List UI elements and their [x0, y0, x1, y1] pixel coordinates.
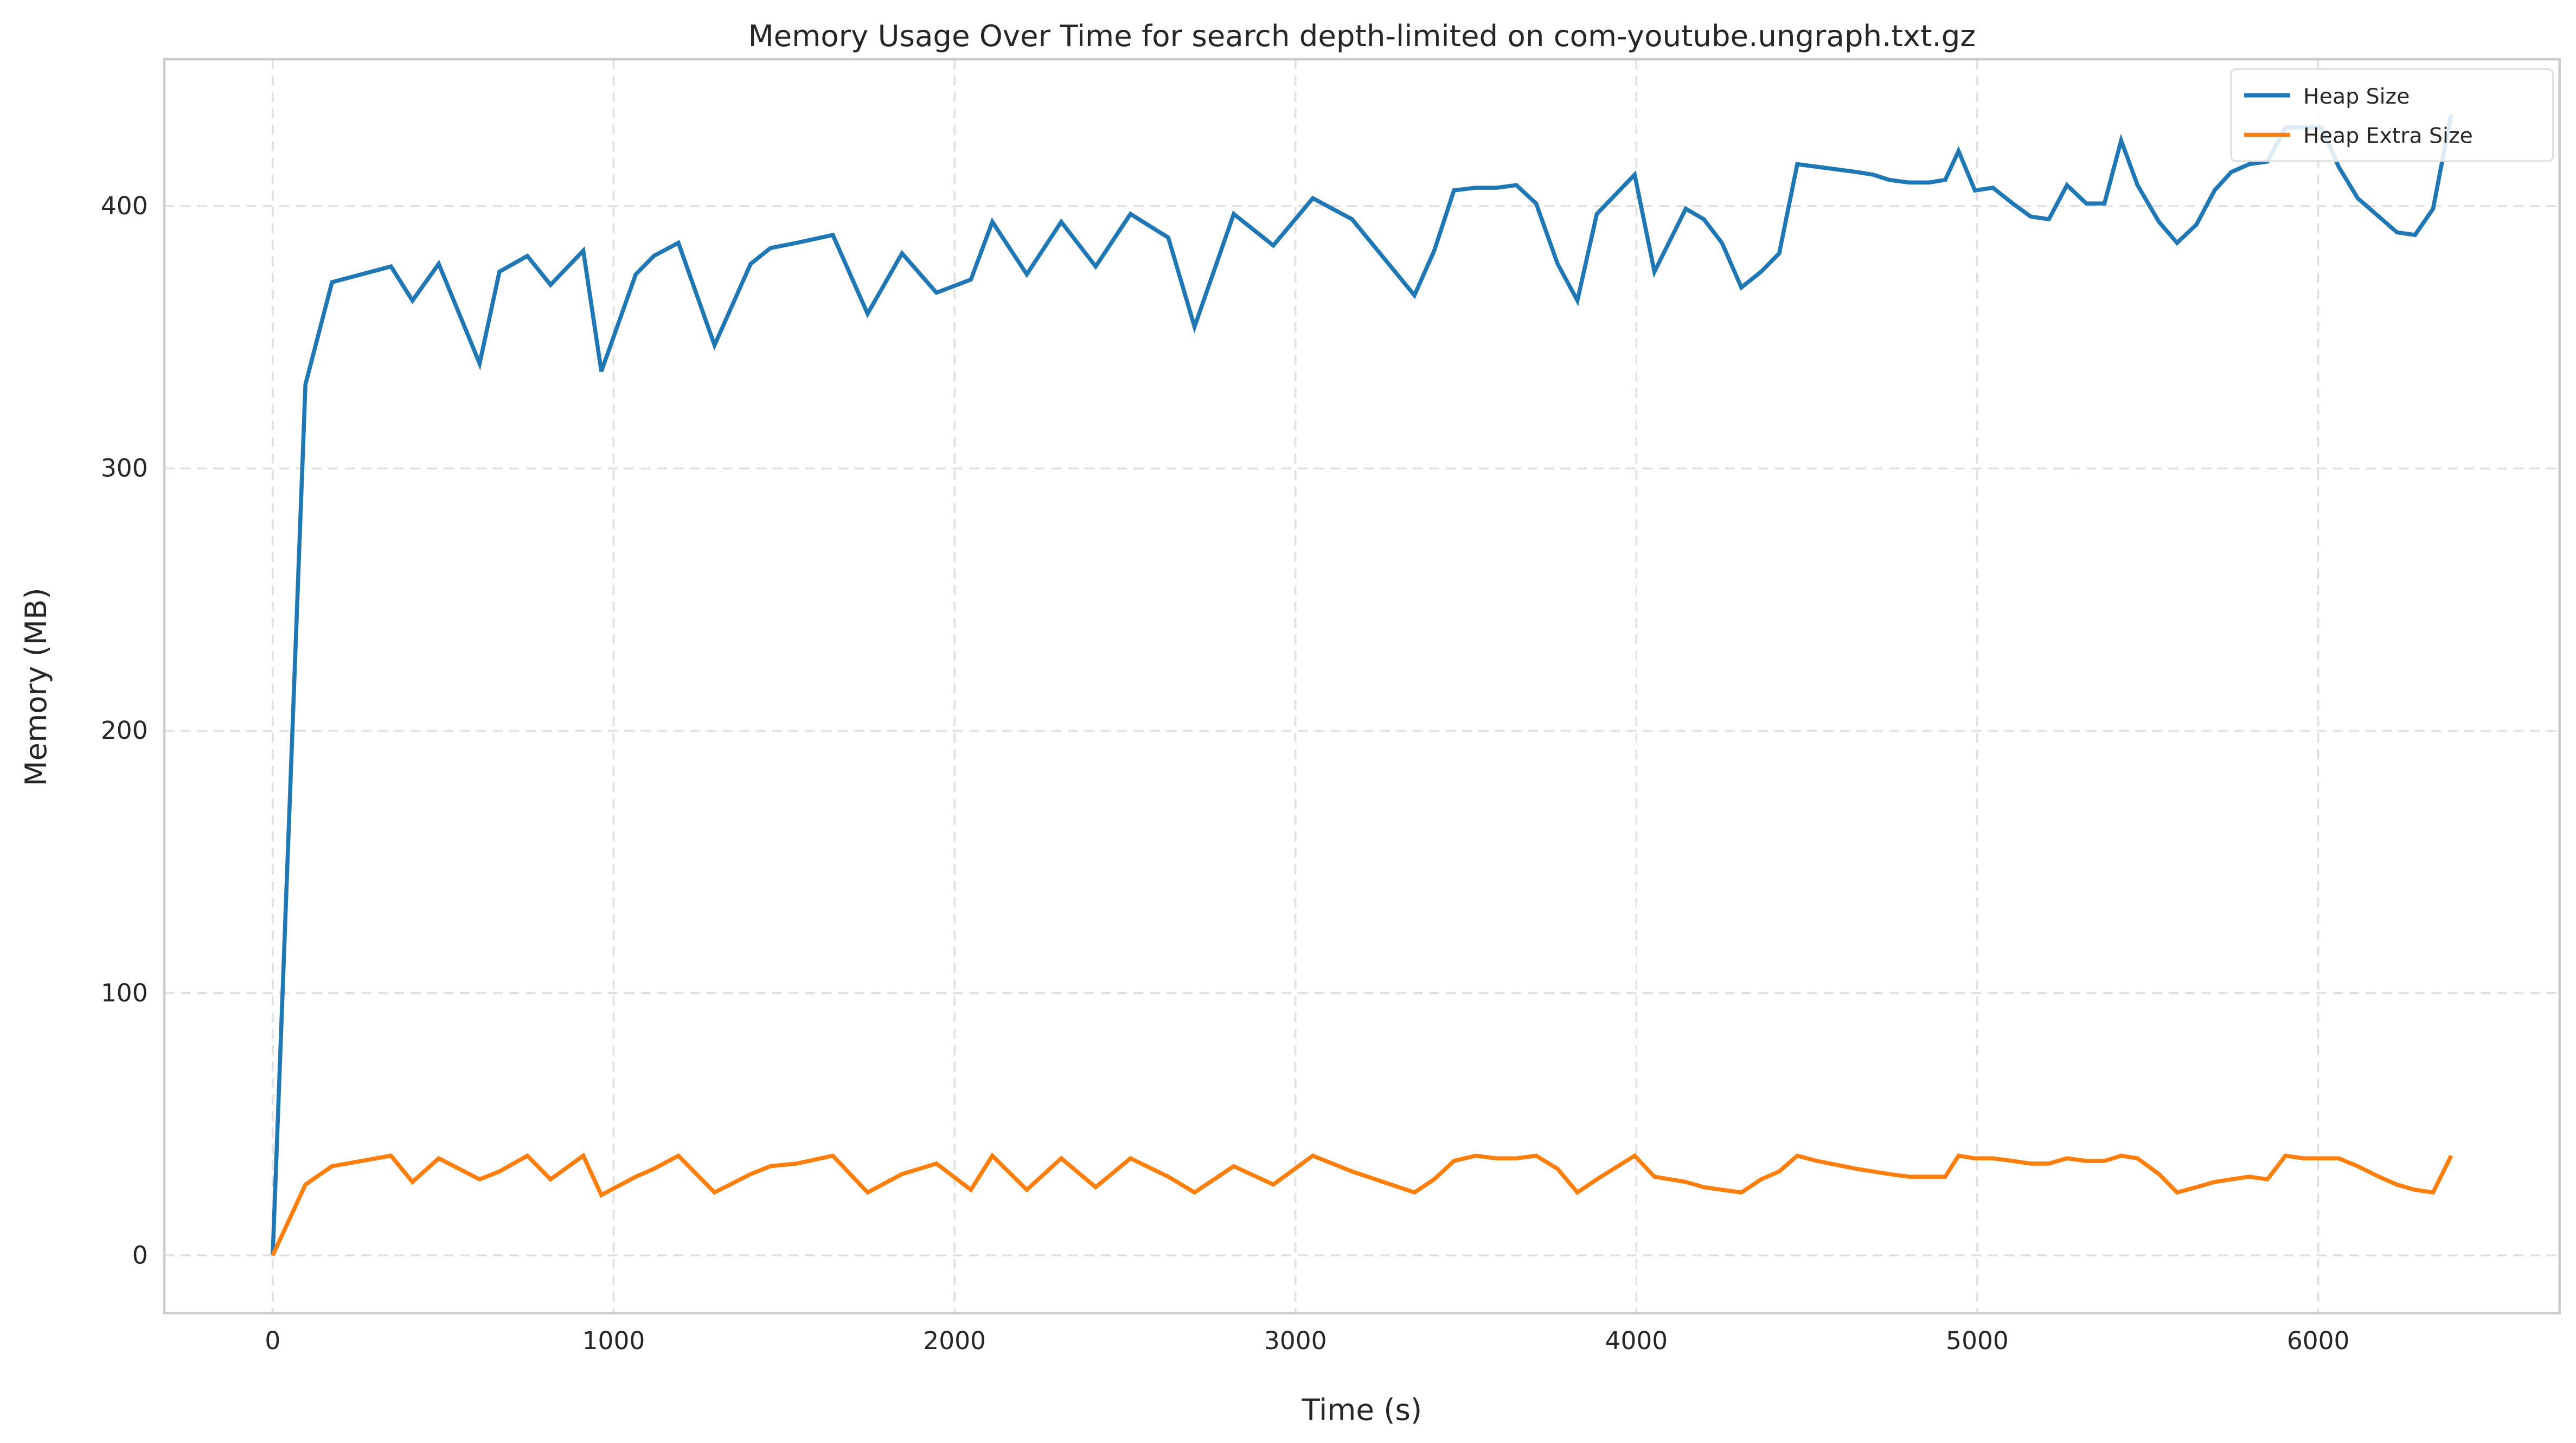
- x-tick-label: 3000: [1264, 1326, 1327, 1355]
- x-tick-label: 6000: [2287, 1326, 2350, 1355]
- x-tick-label: 2000: [923, 1326, 986, 1355]
- y-tick-label: 0: [132, 1241, 148, 1269]
- plot-frame: [163, 58, 2561, 1314]
- legend-label: Heap Extra Size: [2303, 124, 2473, 149]
- y-tick-label: 400: [101, 191, 148, 220]
- legend-box: [2230, 68, 2554, 162]
- x-tick-label: 1000: [582, 1326, 645, 1355]
- line-series: [271, 1152, 2453, 1256]
- chart-title: Memory Usage Over Time for search depth-…: [748, 18, 1976, 53]
- x-tick-label: 4000: [1605, 1326, 1668, 1355]
- x-tick-label: 5000: [1946, 1326, 2009, 1355]
- legend-label: Heap Size: [2303, 84, 2410, 109]
- y-tick-label: 300: [101, 454, 148, 483]
- x-tick-label: 0: [265, 1326, 280, 1355]
- y-tick-label: 100: [101, 979, 148, 1007]
- line-series: [271, 114, 2453, 1256]
- y-axis-label: Memory (MB): [18, 588, 53, 786]
- y-tick-label: 200: [101, 716, 148, 745]
- x-axis-label: Time (s): [1301, 1392, 1422, 1427]
